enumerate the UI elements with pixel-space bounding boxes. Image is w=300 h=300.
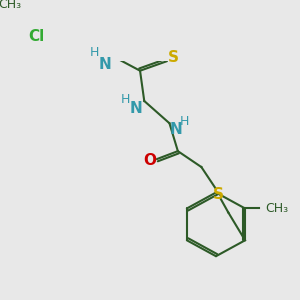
Text: S: S	[213, 188, 224, 202]
Text: O: O	[144, 153, 157, 168]
Text: CH₃: CH₃	[265, 202, 288, 215]
Text: N: N	[130, 101, 142, 116]
Text: H: H	[121, 93, 130, 106]
Text: N: N	[98, 57, 111, 72]
Text: S: S	[168, 50, 179, 65]
Text: CH₃: CH₃	[0, 0, 21, 11]
Text: N: N	[170, 122, 183, 137]
Text: H: H	[90, 46, 99, 59]
Text: H: H	[180, 115, 189, 128]
Text: Cl: Cl	[28, 29, 44, 44]
